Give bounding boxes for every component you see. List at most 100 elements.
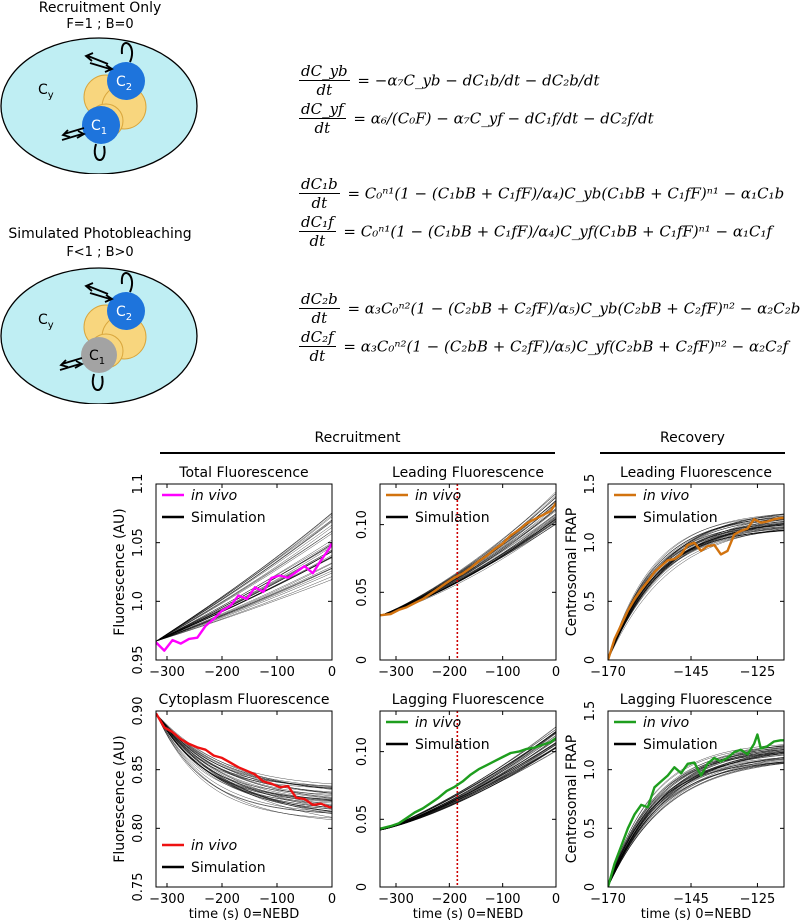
arrow-icon xyxy=(89,62,114,73)
simulation-line xyxy=(156,562,332,642)
simulation-line xyxy=(156,713,332,808)
simulation-line xyxy=(156,713,332,799)
y-tick-label: 0.90 xyxy=(131,697,146,726)
simulation-line xyxy=(156,713,332,812)
axes-frame xyxy=(155,710,333,888)
simulation-line xyxy=(380,732,556,831)
simulation-line xyxy=(156,713,332,812)
equation-lhs: dC₂f dt xyxy=(299,328,336,365)
simulation-line xyxy=(156,572,332,642)
simulation-line xyxy=(608,744,784,887)
simulation-line xyxy=(380,731,556,831)
loop-arrow-icon xyxy=(91,373,104,391)
plot-area xyxy=(156,512,332,652)
equation-lhs-denominator: dt xyxy=(314,119,331,137)
simulation-line xyxy=(608,746,784,887)
simulation-line xyxy=(608,515,784,660)
simulation-line xyxy=(608,516,784,660)
cell-schematic-bottom: Cy C2 C1 xyxy=(0,267,198,404)
simulation-line xyxy=(608,519,784,660)
simulation-line xyxy=(608,523,784,660)
simulation-line xyxy=(380,746,556,831)
x-tick-label: 0 xyxy=(552,665,560,680)
simulation-line xyxy=(608,523,784,660)
simulation-line xyxy=(156,531,332,642)
simulation-line xyxy=(380,523,556,616)
y-tick-label: 0.10 xyxy=(355,510,370,539)
equation-5: dC₂b dt = α₃C₀ⁿ²(1 − (C₂bB + C₂fF)/α₅)C_y… xyxy=(296,290,800,327)
simulation-line xyxy=(156,713,332,819)
simulation-line xyxy=(156,570,332,642)
simulation-line xyxy=(156,713,332,797)
arrow-icon xyxy=(89,292,114,303)
simulation-line xyxy=(380,747,556,831)
y-axis-label: Centrosomal FRAP xyxy=(564,735,580,863)
x-tick-label: −170 xyxy=(590,665,626,680)
simulation-line xyxy=(380,750,556,831)
y-axis-label: Fluorescence (AU) xyxy=(112,735,128,862)
simulation-line xyxy=(608,523,784,660)
x-tick-label: −200 xyxy=(204,665,240,680)
simulation-line xyxy=(380,493,556,616)
simulation-line xyxy=(380,497,556,616)
simulation-line xyxy=(156,544,332,642)
simulation-line xyxy=(156,551,332,642)
simulation-line xyxy=(380,521,556,616)
plot-area xyxy=(608,733,784,887)
equation-rhs: = α₆/(C₀F) − α₇C_yf − dC₁f/dt − dC₂f/dt xyxy=(348,109,654,128)
simulation-line xyxy=(156,713,332,815)
axes-frame xyxy=(607,483,785,661)
y-tick-label: 0.95 xyxy=(131,646,146,675)
y-tick-label: 0.75 xyxy=(131,873,146,902)
simulation-line xyxy=(156,713,332,793)
c2-label: C2 xyxy=(116,304,132,323)
y-axis-label: Fluorescence (AU) xyxy=(112,508,128,635)
y-tick-label: 1.0 xyxy=(583,759,598,780)
legend-label: in vivo xyxy=(415,715,461,731)
chart-5: −300 −200 −100 0 0 0.05 0.10 Lagging Fluorescen… xyxy=(355,692,560,920)
simulation-line xyxy=(156,713,332,810)
simulation-line xyxy=(608,527,784,660)
simulation-line xyxy=(380,748,556,831)
simulation-line xyxy=(156,713,332,812)
simulation-line xyxy=(380,509,556,616)
y-tick-label: 0.5 xyxy=(583,818,598,839)
cell-schematic-top: Cy C2 C1 xyxy=(0,37,198,174)
simulation-line xyxy=(156,512,332,642)
simulation-line xyxy=(380,493,556,616)
simulation-line xyxy=(380,739,556,831)
simulation-line xyxy=(156,713,332,789)
simulation-line xyxy=(156,539,332,642)
simulation-line xyxy=(156,713,332,798)
simulation-line xyxy=(156,713,332,801)
simulation-line xyxy=(380,732,556,831)
simulation-line xyxy=(380,744,556,831)
in-vivo-line xyxy=(608,516,784,660)
simulation-line xyxy=(156,713,332,800)
simulation-line xyxy=(380,504,556,616)
simulation-line xyxy=(380,516,556,616)
simulation-line xyxy=(380,739,556,831)
x-axis-label: time (s) 0=NEBD xyxy=(641,907,752,920)
simulation-line xyxy=(608,521,784,660)
x-tick-label: 0 xyxy=(552,892,560,907)
centrosome-c1 xyxy=(82,106,120,144)
plot-area xyxy=(380,484,556,660)
equation-lhs-numerator: dC₂f xyxy=(299,328,336,347)
simulation-line xyxy=(380,510,556,616)
simulation-line xyxy=(380,508,556,616)
equation-lhs: dC₂b dt xyxy=(299,290,340,327)
simulation-line xyxy=(608,514,784,660)
simulation-line xyxy=(156,713,332,789)
simulation-line xyxy=(608,746,784,887)
simulation-line xyxy=(608,747,784,887)
simulation-line xyxy=(156,556,332,642)
simulation-line xyxy=(156,554,332,642)
simulation-line xyxy=(380,730,556,831)
c1-label: C1 xyxy=(89,348,105,367)
simulation-line xyxy=(608,745,784,887)
simulation-line xyxy=(608,753,784,887)
simulation-line xyxy=(156,524,332,642)
legend-label: Simulation xyxy=(643,737,718,753)
equation-lhs: dC₁f dt xyxy=(299,213,336,250)
